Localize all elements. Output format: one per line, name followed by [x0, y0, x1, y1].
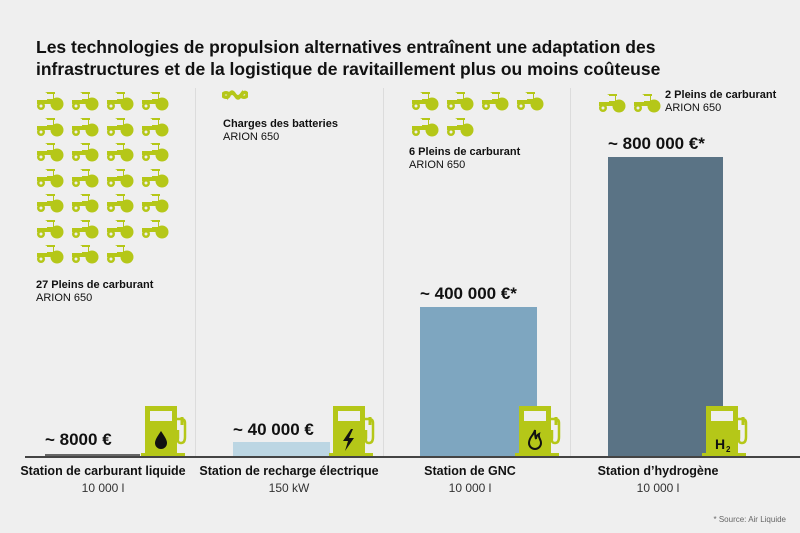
- tractor-icon: [35, 117, 65, 137]
- svg-text:2: 2: [726, 445, 731, 454]
- tractor-icon: [105, 168, 135, 188]
- tractor-icon: [70, 168, 100, 188]
- tractor-icon: [70, 117, 100, 137]
- tractor-icon: [105, 117, 135, 137]
- bar-1: [45, 454, 140, 457]
- vehicle-model: ARION 650: [665, 102, 722, 114]
- source-note: * Source: Air Liquide: [713, 515, 787, 524]
- tractor-icon: [105, 142, 135, 162]
- station-capacity: 10 000 l: [81, 481, 125, 495]
- tractor-icon: [70, 219, 100, 239]
- station-name: Station de GNC: [424, 464, 516, 478]
- tractor-icon: [35, 168, 65, 188]
- tractor-icon: [35, 219, 65, 239]
- refuel-label: Charges des batteries ARION 650: [223, 118, 338, 144]
- bar-4: [608, 157, 723, 457]
- station-name: Station de recharge électrique: [199, 464, 379, 478]
- price-label: ~ 400 000 €*: [420, 284, 517, 303]
- refuel-count: 2 Pleins de carburant: [665, 89, 777, 101]
- tractor-icon: [140, 193, 170, 213]
- tractor-icon: [105, 244, 135, 264]
- bar-2: [233, 442, 330, 457]
- price-label: ~ 8000 €: [45, 430, 112, 449]
- flame-icon: [527, 429, 543, 450]
- lightning-icon: [343, 429, 354, 451]
- tractor-icon: [480, 91, 510, 111]
- refuel-label: 27 Pleins de carburant ARION 650: [36, 279, 153, 305]
- tractor-icon: [105, 219, 135, 239]
- tractor-icon: [140, 142, 170, 162]
- baseline-axis: [25, 456, 800, 458]
- title-line-2: infrastructures et de la logistique de r…: [36, 59, 661, 79]
- station-name: Station d’hydrogène: [597, 464, 719, 478]
- tractor-icon: [35, 142, 65, 162]
- title-line-1: Les technologies de propulsion alternati…: [36, 37, 656, 57]
- divider: [195, 88, 196, 458]
- tractor-icon: [70, 91, 100, 111]
- refuel-label: 2 Pleins de carburant ARION 650: [665, 89, 776, 115]
- tractor-icon: [35, 244, 65, 264]
- tractor-icon: [140, 91, 170, 111]
- infinity-icon: [222, 89, 248, 101]
- divider: [383, 88, 384, 458]
- tractor-icon: [140, 219, 170, 239]
- tractor-icon: [140, 117, 170, 137]
- refuel-count: 27 Pleins de carburant: [36, 279, 154, 291]
- tractor-icon: [410, 91, 440, 111]
- tractor-icon: [632, 93, 662, 113]
- vehicle-model: ARION 650: [409, 159, 466, 171]
- oil-drop-icon: [155, 431, 167, 449]
- tractor-icon: [70, 193, 100, 213]
- price-label: ~ 800 000 €*: [608, 134, 705, 153]
- tractor-icon: [35, 193, 65, 213]
- tractor-icon: [140, 168, 170, 188]
- tractor-icon: [105, 193, 135, 213]
- station-name: Station de carburant liquide: [20, 464, 186, 478]
- tractor-icon: [105, 91, 135, 111]
- refuel-count: Charges des batteries: [223, 118, 338, 130]
- bar-3: [420, 307, 537, 457]
- refuel-label: 6 Pleins de carburant ARION 650: [409, 146, 520, 172]
- tractor-icon: [597, 93, 627, 113]
- tractor-icon: [35, 91, 65, 111]
- station-capacity: 150 kW: [268, 481, 310, 495]
- tractor-icon: [70, 142, 100, 162]
- vehicle-model: ARION 650: [36, 292, 93, 304]
- divider: [570, 88, 571, 458]
- svg-text:H: H: [715, 436, 725, 452]
- tractor-icon: [410, 117, 440, 137]
- refuel-count: 6 Pleins de carburant: [409, 146, 521, 158]
- fuel-pump-icon: [139, 405, 189, 457]
- fuel-pump-icon: [513, 405, 563, 457]
- tractor-icon: [515, 91, 545, 111]
- station-capacity: 10 000 l: [636, 481, 680, 495]
- tractor-icon: [445, 117, 475, 137]
- fuel-pump-icon: [327, 405, 377, 457]
- vehicle-model: ARION 650: [223, 131, 280, 143]
- page-title: Les technologies de propulsion alternati…: [36, 36, 776, 80]
- tractor-icon: [445, 91, 475, 111]
- tractor-icon: [70, 244, 100, 264]
- station-capacity: 10 000 l: [448, 481, 492, 495]
- price-label: ~ 40 000 €: [233, 420, 314, 439]
